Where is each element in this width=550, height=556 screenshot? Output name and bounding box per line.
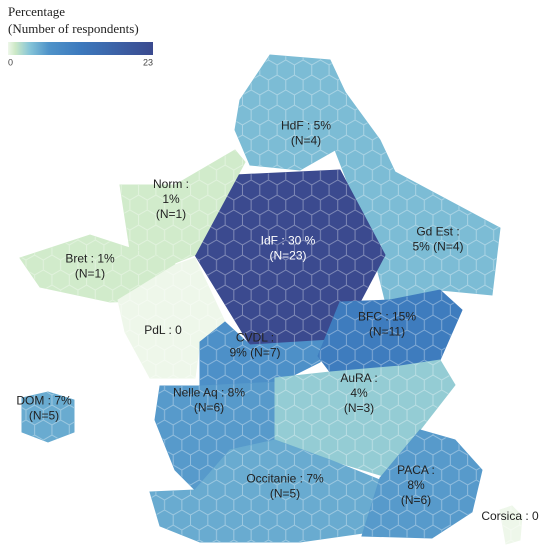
region-label: (N=3)	[344, 401, 374, 415]
region-label: 9% (N=7)	[229, 346, 280, 360]
hex-texture	[118, 258, 225, 378]
labels: HdF : 5%(N=4)Gd Est :5% (N=4)IdF : 30 %(…	[16, 119, 539, 524]
color-scale	[8, 42, 153, 55]
hex-texture	[318, 290, 462, 372]
region-label: (N=5)	[29, 409, 59, 423]
region-label: (N=4)	[291, 134, 321, 148]
region-label: 5% (N=4)	[412, 240, 463, 254]
hex-texture	[362, 430, 482, 538]
hex-texture	[200, 322, 330, 386]
region-label: Norm :	[153, 177, 189, 191]
hex-texture	[500, 506, 522, 544]
hex-texture	[22, 392, 74, 442]
region-label: Nelle Aq : 8%	[173, 386, 245, 400]
region-label: Gd Est :	[416, 225, 459, 239]
region-label: (N=1)	[75, 267, 105, 281]
region-label: HdF : 5%	[281, 119, 331, 133]
region-label: 1%	[162, 192, 180, 206]
hex-texture	[155, 382, 280, 490]
hex-texture	[275, 360, 455, 478]
region-label: PACA :	[397, 463, 435, 477]
region-label: Corsica : 0	[481, 509, 539, 523]
region-label: PdL : 0	[144, 323, 182, 337]
hex-texture	[120, 150, 245, 265]
legend-subtitle: (Number of respondents)	[8, 21, 139, 36]
region-label: (N=1)	[156, 207, 186, 221]
scale-min: 0	[8, 57, 13, 67]
region-label: (N=5)	[270, 487, 300, 501]
scale-max: 23	[143, 57, 153, 67]
region-label: (N=11)	[369, 325, 405, 339]
region-label: CVDL :	[236, 331, 274, 345]
regions	[19, 54, 523, 545]
region-label: (N=6)	[401, 493, 431, 507]
hex-texture	[20, 235, 175, 302]
region-label: AuRA :	[340, 371, 377, 385]
region-label: IdF : 30 %	[261, 234, 316, 248]
region-label: 4%	[350, 386, 368, 400]
hex-texture	[235, 55, 345, 170]
region-label: BFC : 15%	[358, 310, 416, 324]
hex-texture	[150, 440, 380, 542]
region-label: (N=23)	[269, 249, 306, 263]
region-label: DOM : 7%	[16, 394, 72, 408]
region-label: Occitanie : 7%	[246, 472, 324, 486]
region-label: 8%	[407, 478, 425, 492]
region-label: Bret : 1%	[65, 252, 115, 266]
legend-title: Percentage	[8, 4, 65, 19]
hex-texture	[195, 170, 385, 345]
region-label: (N=6)	[194, 401, 224, 415]
